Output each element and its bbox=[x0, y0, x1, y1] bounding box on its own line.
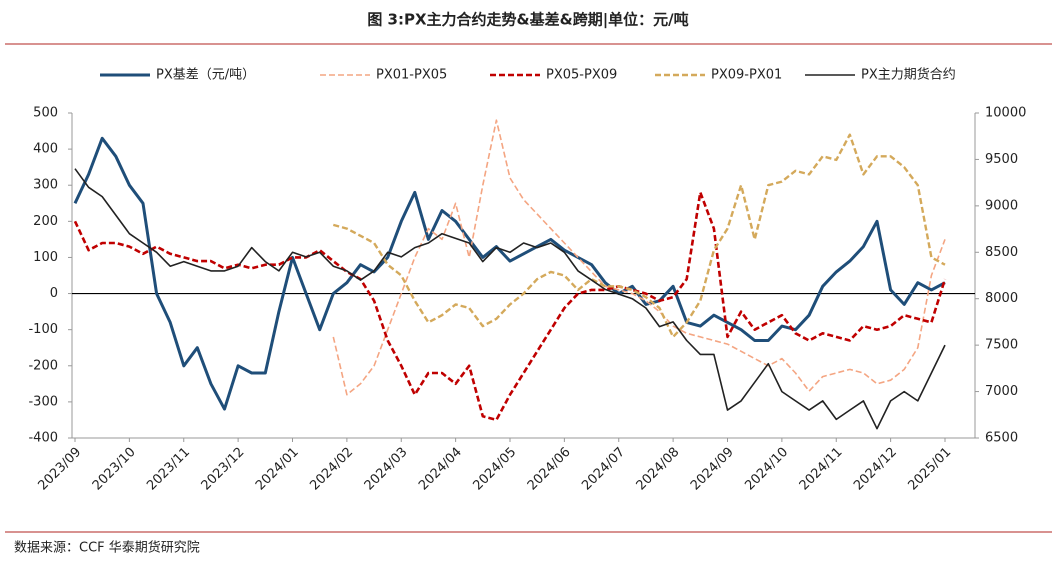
x-tick-label: 2024/03 bbox=[362, 445, 411, 494]
x-tick-label: 2024/08 bbox=[634, 445, 683, 494]
y-tick-label: -300 bbox=[28, 394, 58, 409]
x-tick-label: 2023/09 bbox=[36, 445, 85, 494]
y-tick-label: -200 bbox=[28, 358, 58, 373]
series-line bbox=[332, 133, 946, 339]
legend-label: PX05-PX09 bbox=[546, 68, 617, 83]
x-tick-label: 2024/07 bbox=[579, 445, 628, 494]
legend-label: PX基差（元/吨） bbox=[156, 68, 255, 83]
x-tick-label: 2024/01 bbox=[253, 445, 302, 494]
chart-title: 图 3:PX主力合约走势&基差&跨期|单位：元/吨 bbox=[367, 11, 688, 30]
y-tick-label: 500 bbox=[33, 106, 58, 121]
y-tick-label: 100 bbox=[33, 250, 58, 265]
y2-tick-label: 8500 bbox=[985, 245, 1018, 260]
y2-tick-label: 6500 bbox=[985, 431, 1018, 446]
y-tick-label: 0 bbox=[50, 286, 58, 301]
x-tick-label: 2024/04 bbox=[416, 445, 465, 494]
x-tick-label: 2023/10 bbox=[90, 445, 139, 494]
legend-label: PX主力期货合约 bbox=[861, 67, 956, 83]
y2-tick-label: 9500 bbox=[985, 152, 1018, 167]
x-tick-label: 2024/09 bbox=[688, 445, 737, 494]
x-tick-label: 2024/12 bbox=[851, 445, 900, 494]
series-line bbox=[74, 168, 946, 430]
x-tick-label: 2025/01 bbox=[906, 445, 955, 494]
y2-tick-label: 10000 bbox=[985, 106, 1026, 121]
y2-tick-label: 7500 bbox=[985, 338, 1018, 353]
legend-label: PX09-PX01 bbox=[711, 68, 782, 83]
series-line bbox=[73, 191, 947, 422]
x-tick-label: 2024/10 bbox=[742, 445, 791, 494]
x-tick-label: 2023/12 bbox=[199, 445, 248, 494]
x-tick-label: 2024/05 bbox=[471, 445, 520, 494]
x-tick-label: 2023/11 bbox=[144, 445, 193, 494]
y2-tick-label: 7000 bbox=[985, 384, 1018, 399]
y-tick-label: 300 bbox=[33, 178, 58, 193]
series-line bbox=[73, 136, 946, 411]
y-tick-label: 400 bbox=[33, 142, 58, 157]
legend-label: PX01-PX05 bbox=[376, 68, 447, 83]
y-tick-label: 200 bbox=[33, 214, 58, 229]
x-tick-label: 2024/02 bbox=[307, 445, 356, 494]
x-tick-label: 2024/11 bbox=[797, 445, 846, 494]
source-note: 数据来源：CCF 华泰期货研究院 bbox=[14, 540, 200, 556]
series-line bbox=[332, 119, 946, 396]
y-tick-label: -100 bbox=[28, 322, 58, 337]
y2-tick-label: 8000 bbox=[985, 291, 1018, 306]
y-tick-label: -400 bbox=[28, 431, 58, 446]
x-tick-label: 2024/06 bbox=[525, 445, 574, 494]
y2-tick-label: 9000 bbox=[985, 198, 1018, 213]
